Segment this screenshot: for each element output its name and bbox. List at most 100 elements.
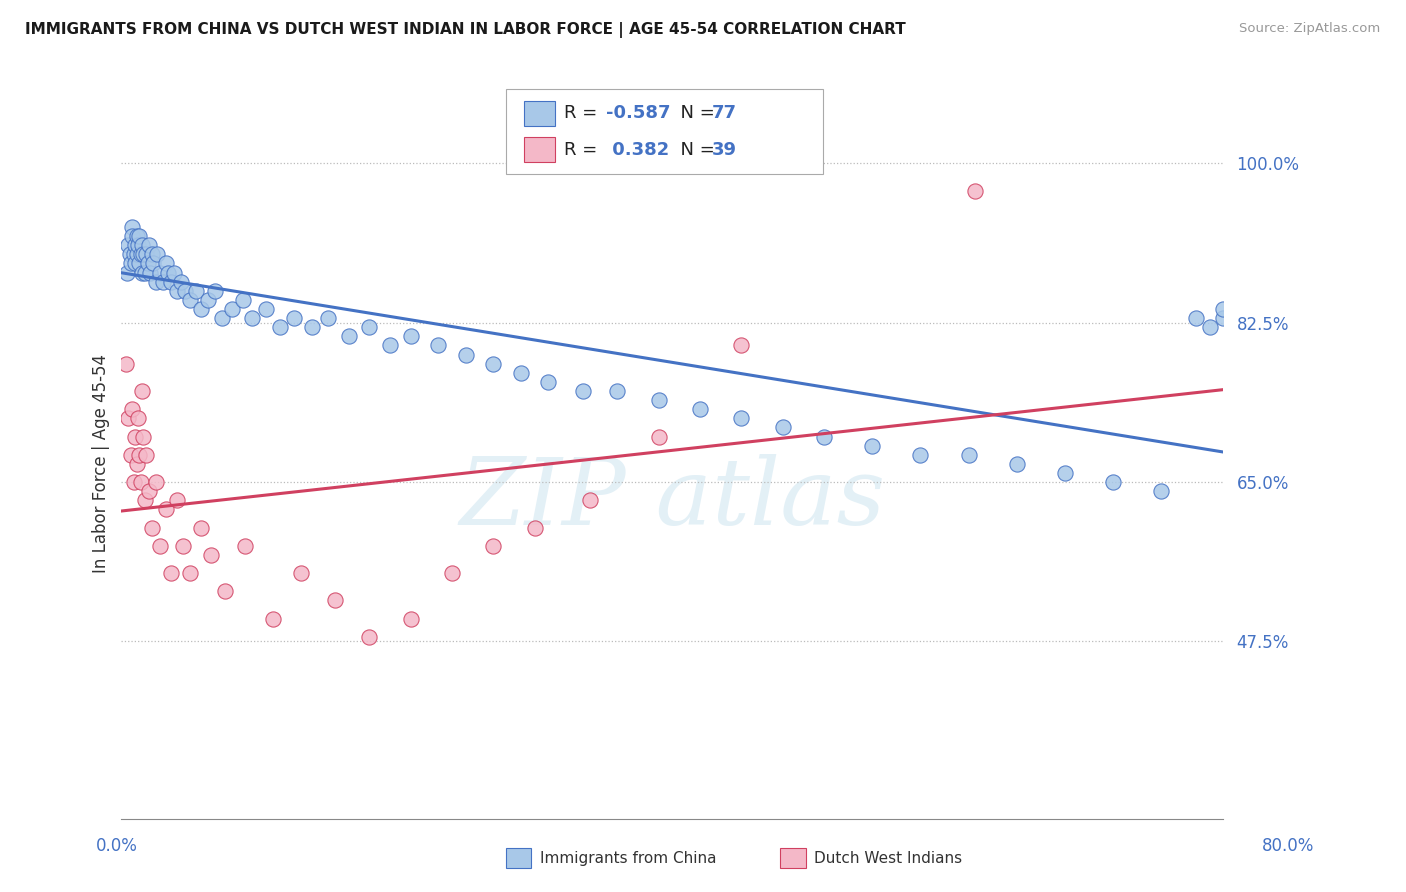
Point: [117, 238, 139, 252]
Text: Immigrants from China: Immigrants from China: [540, 851, 717, 865]
Point: [139, 266, 162, 280]
Point: [141, 247, 163, 261]
Point: [132, 429, 155, 443]
Point: [160, 566, 183, 581]
Point: [134, 493, 156, 508]
Text: -0.587: -0.587: [606, 104, 671, 122]
Point: [125, 247, 148, 261]
Point: [1198, 320, 1220, 334]
Point: [1102, 475, 1125, 489]
Point: [142, 256, 165, 270]
Point: [482, 357, 505, 371]
Point: [121, 402, 143, 417]
Point: [124, 256, 146, 270]
Point: [184, 284, 207, 298]
Point: [128, 448, 150, 462]
Point: [190, 301, 212, 316]
Point: [1150, 484, 1173, 499]
Point: [117, 411, 139, 425]
Point: [283, 311, 305, 326]
Point: [301, 320, 323, 334]
Point: [155, 502, 177, 516]
Point: [124, 429, 146, 443]
Point: [149, 266, 172, 280]
Point: [138, 238, 160, 252]
Point: [134, 266, 156, 280]
Point: [190, 520, 212, 534]
Point: [121, 229, 143, 244]
Point: [399, 329, 422, 343]
Point: [221, 301, 243, 316]
Point: [173, 284, 195, 298]
Text: 0.382: 0.382: [606, 141, 669, 159]
Point: [860, 439, 883, 453]
Point: [730, 411, 752, 425]
Point: [160, 275, 183, 289]
Point: [482, 539, 505, 553]
Point: [141, 520, 163, 534]
Point: [136, 256, 159, 270]
Point: [163, 266, 186, 280]
Point: [128, 256, 150, 270]
Point: [910, 448, 932, 462]
Point: [125, 457, 148, 471]
Point: [131, 238, 153, 252]
Y-axis label: In Labor Force | Age 45-54: In Labor Force | Age 45-54: [93, 354, 110, 574]
Point: [166, 284, 188, 298]
Point: [166, 493, 188, 508]
Point: [1185, 311, 1208, 326]
Text: N =: N =: [669, 141, 721, 159]
Point: [572, 384, 595, 398]
Point: [128, 229, 150, 244]
Point: [235, 539, 257, 553]
Point: [120, 256, 142, 270]
Point: [124, 238, 146, 252]
Point: [323, 593, 346, 607]
Point: [441, 566, 464, 581]
Point: [114, 357, 136, 371]
Point: [537, 375, 560, 389]
Point: [179, 293, 201, 307]
Point: [689, 402, 711, 417]
Point: [730, 338, 752, 352]
Point: [179, 566, 201, 581]
Text: 77: 77: [711, 104, 737, 122]
Point: [118, 247, 141, 261]
Point: [155, 256, 177, 270]
Text: 0.0%: 0.0%: [96, 837, 138, 855]
Point: [135, 448, 157, 462]
Point: [172, 539, 194, 553]
Point: [115, 266, 138, 280]
Text: 39: 39: [711, 141, 737, 159]
Point: [145, 475, 167, 489]
Point: [378, 338, 401, 352]
Point: [204, 284, 226, 298]
Point: [152, 275, 174, 289]
Text: Dutch West Indians: Dutch West Indians: [814, 851, 962, 865]
Point: [454, 347, 477, 361]
Point: [122, 247, 145, 261]
Point: [316, 311, 339, 326]
Point: [337, 329, 360, 343]
Point: [129, 247, 152, 261]
Point: [122, 475, 145, 489]
Text: N =: N =: [669, 104, 721, 122]
Point: [211, 311, 233, 326]
Point: [157, 266, 180, 280]
Point: [813, 429, 835, 443]
Point: [957, 448, 980, 462]
Point: [772, 420, 794, 434]
Point: [138, 484, 160, 499]
Point: [647, 429, 669, 443]
Point: [578, 493, 600, 508]
Point: [427, 338, 450, 352]
Point: [121, 220, 143, 235]
Point: [232, 293, 254, 307]
Point: [127, 411, 149, 425]
Point: [290, 566, 312, 581]
Point: [240, 311, 263, 326]
Point: [120, 448, 142, 462]
Point: [647, 393, 669, 408]
Point: [170, 275, 193, 289]
Point: [269, 320, 291, 334]
